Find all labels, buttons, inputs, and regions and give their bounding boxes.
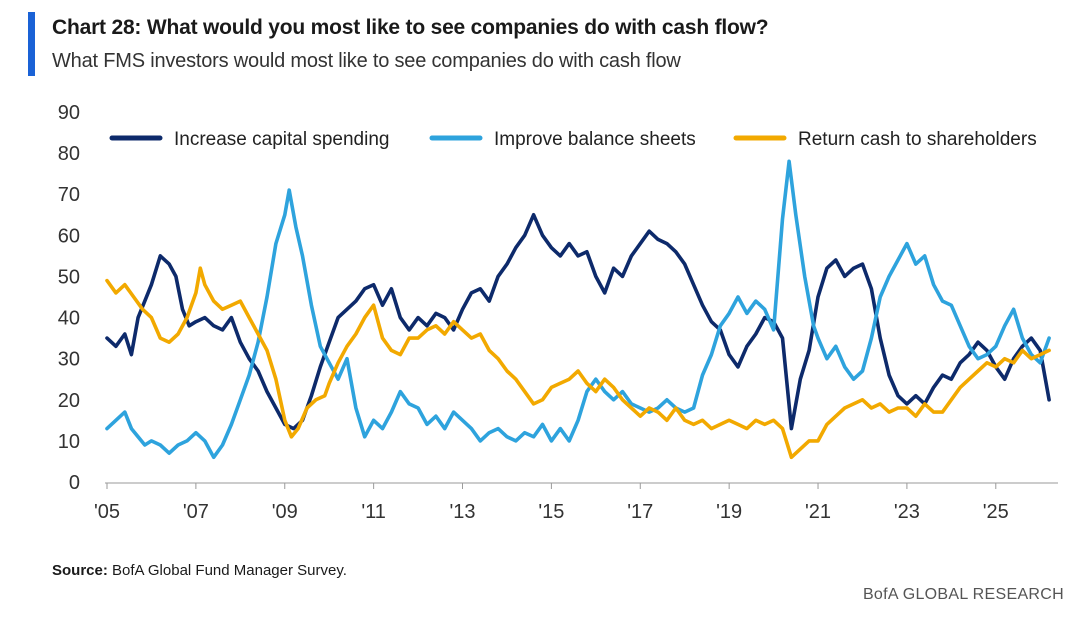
source-text: BofA Global Fund Manager Survey. [112, 562, 347, 579]
x-tick-label: '11 [361, 501, 386, 523]
series-line-2 [105, 266, 1051, 460]
x-tick-label: '25 [983, 501, 1009, 523]
y-axis: 0 10 20 30 40 50 60 70 80 90 [58, 102, 80, 494]
series-line-0 [105, 213, 1051, 431]
y-tick-label: 50 [58, 266, 80, 288]
y-tick-label: 0 [69, 472, 80, 494]
y-tick-label: 30 [58, 349, 80, 371]
series-lines [105, 159, 1051, 460]
legend: Increase capital spending Improve balance… [109, 129, 1037, 150]
title-accent-bar [28, 12, 35, 76]
y-tick-label: 60 [58, 225, 80, 247]
y-tick-label: 20 [58, 390, 80, 412]
brand-footer: BofA GLOBAL RESEARCH [862, 586, 1064, 603]
x-tick-label: '23 [894, 501, 920, 523]
y-tick-label: 40 [58, 308, 80, 330]
source-label: Source: [52, 562, 108, 579]
legend-label-2: Return cash to shareholders [798, 129, 1037, 150]
x-tick-label: '07 [183, 501, 209, 523]
y-tick-label: 90 [58, 102, 80, 124]
legend-label-0: Increase capital spending [174, 129, 389, 150]
chart-title: Chart 28: What would you most like to se… [52, 16, 769, 39]
x-tick-label: '21 [805, 501, 831, 523]
series-line-1 [105, 159, 1051, 460]
x-tick-label: '19 [716, 501, 742, 523]
x-tick-label: '15 [538, 501, 564, 523]
x-axis: '05 '07 '09 '11 '13 '15 '17 '19 '21 '23 '25 [94, 483, 1009, 523]
chart-subtitle: What FMS investors would most like to se… [52, 50, 681, 72]
x-tick-label: '13 [449, 501, 475, 523]
x-tick-label: '17 [627, 501, 653, 523]
line-chart: 0 10 20 30 40 50 60 70 80 90 '05 '07 '09 '11 '13 '15 '1… [58, 102, 1058, 523]
y-tick-label: 70 [58, 184, 80, 206]
legend-label-1: Improve balance sheets [494, 129, 696, 150]
x-tick-label: '05 [94, 501, 120, 523]
source-note: Source: BofA Global Fund Manager Survey. [52, 562, 347, 579]
y-tick-label: 80 [58, 143, 80, 165]
x-tick-label: '09 [272, 501, 298, 523]
y-tick-label: 10 [58, 431, 80, 453]
